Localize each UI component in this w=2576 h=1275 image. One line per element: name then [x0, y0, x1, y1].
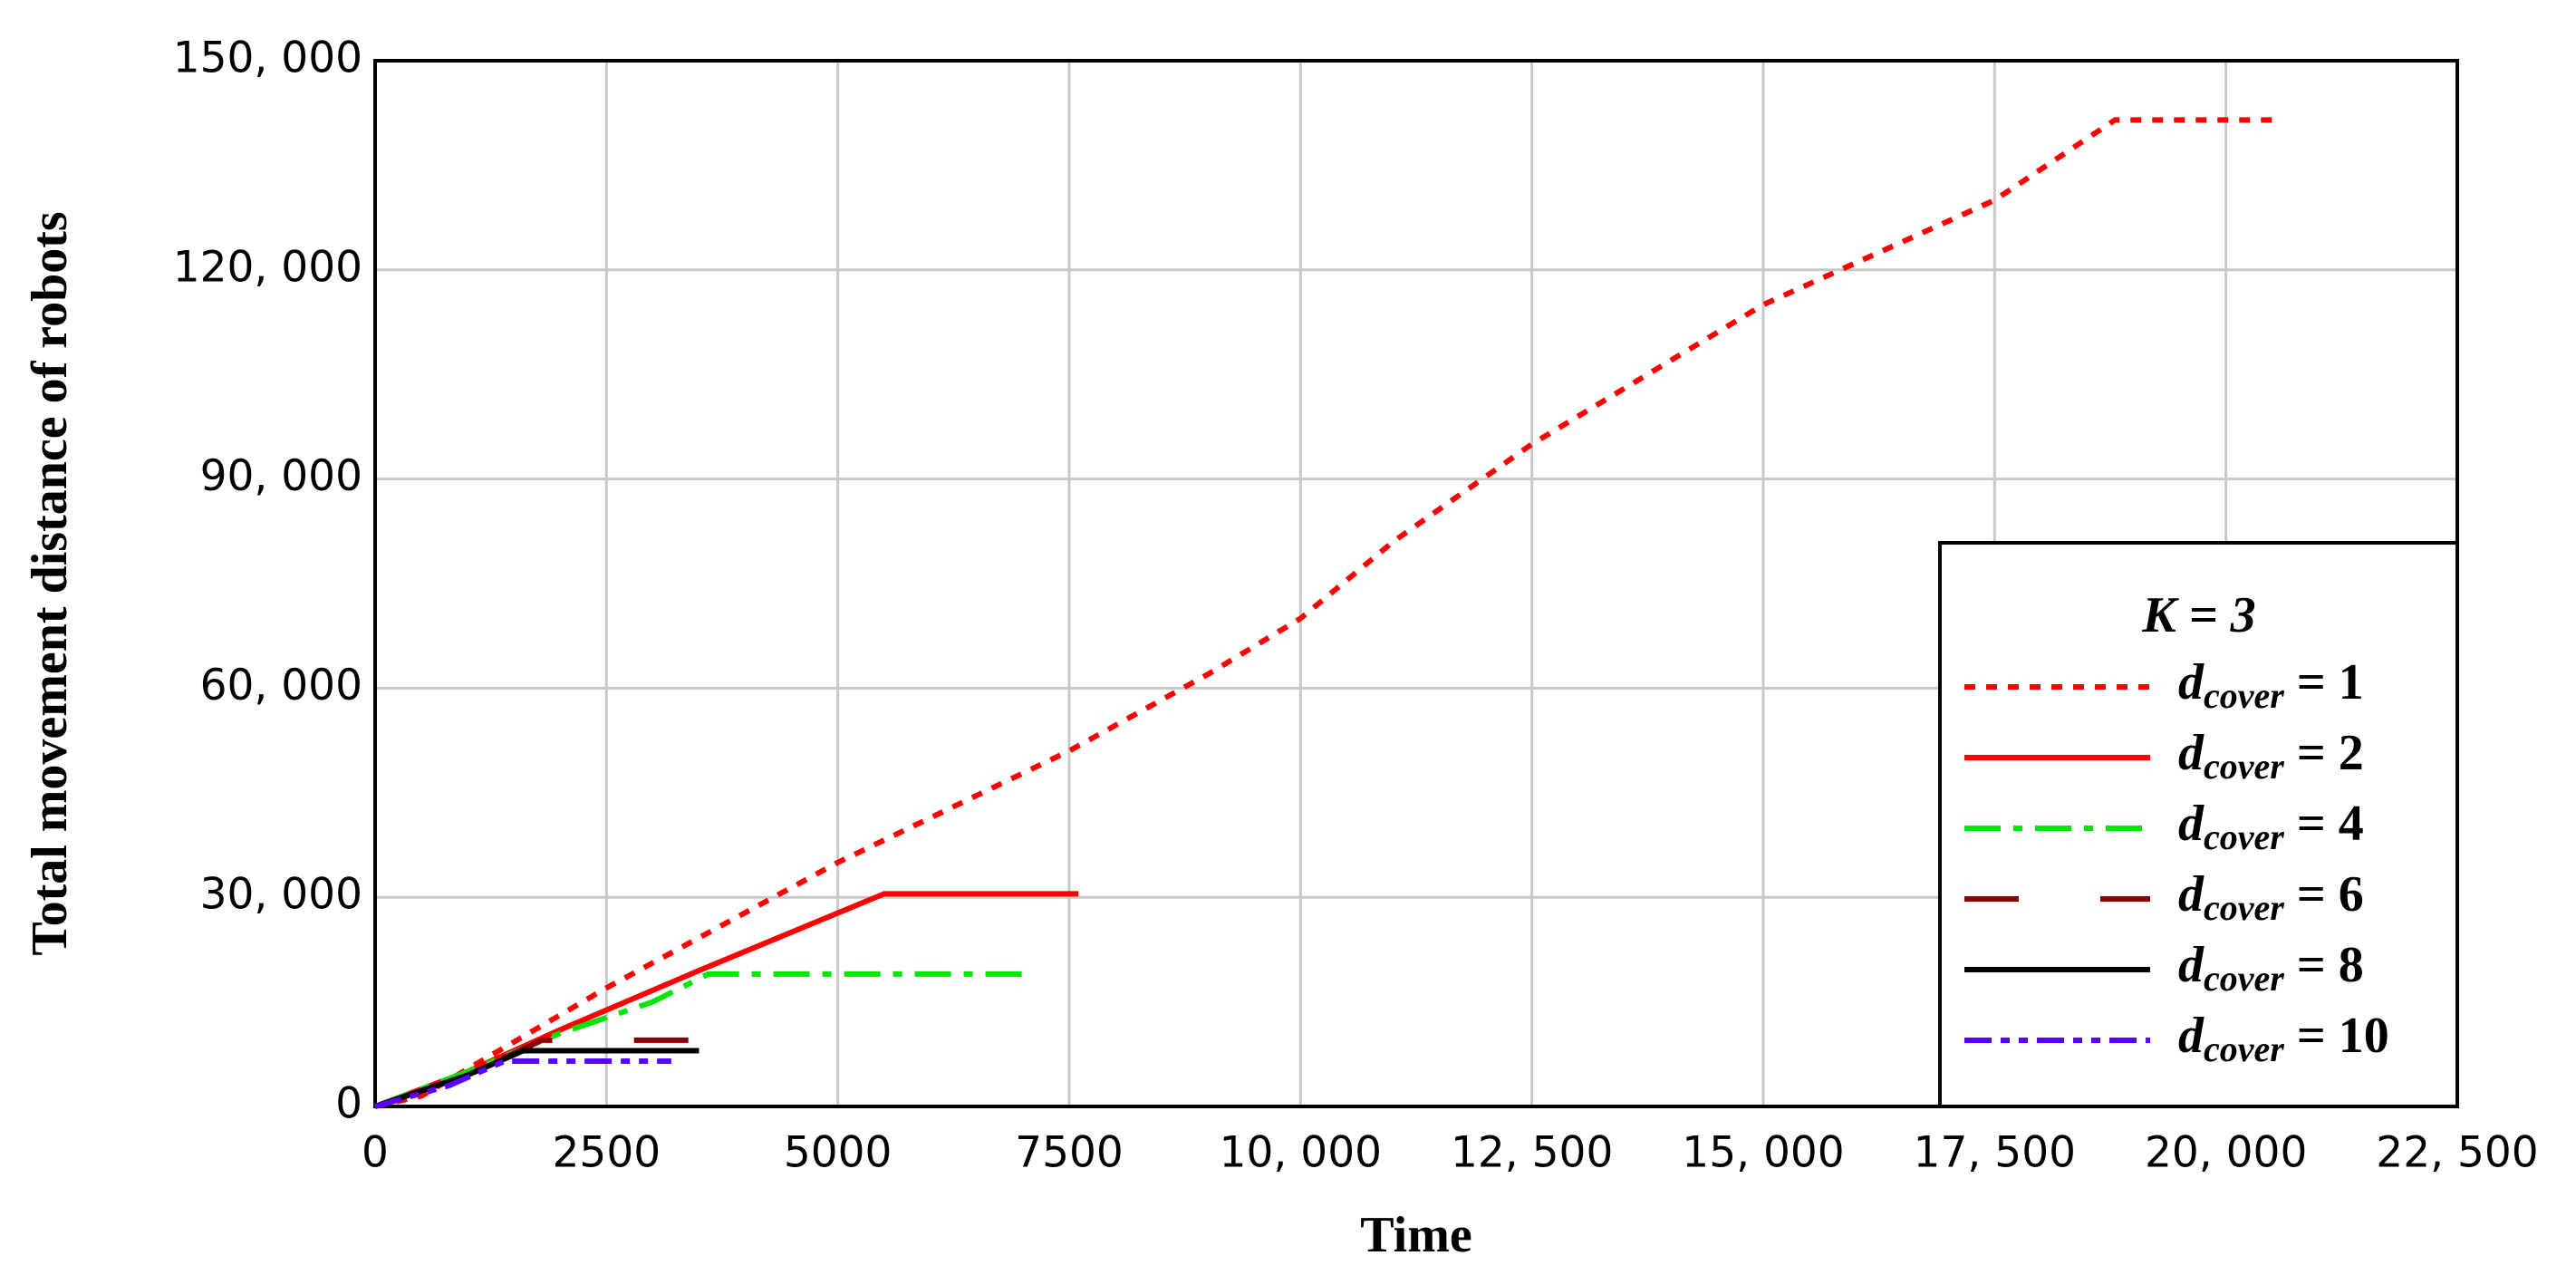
- x-tick-label: 0: [362, 1128, 389, 1178]
- series-line: [374, 1058, 671, 1109]
- x-tick-label: 22, 500: [2376, 1128, 2538, 1178]
- y-tick-label: 120, 000: [173, 242, 362, 292]
- series-line: [374, 117, 2272, 1109]
- series-line: [373, 971, 1023, 1109]
- legend-label: dcover = 1: [2178, 654, 2364, 716]
- y-tick-label: 150, 000: [173, 34, 362, 83]
- legend-title: K = 3: [2141, 587, 2255, 643]
- legend-box: [1938, 541, 2459, 1108]
- x-tick-label: 10, 000: [1220, 1128, 1382, 1178]
- x-tick-label: 20, 000: [2145, 1128, 2307, 1178]
- y-tick-label: 0: [335, 1079, 362, 1129]
- legend-label: dcover = 8: [2178, 937, 2364, 999]
- x-tick-label: 15, 000: [1682, 1128, 1844, 1178]
- x-tick-label: 17, 500: [1914, 1128, 2076, 1178]
- y-tick-label: 90, 000: [200, 451, 362, 501]
- legend-label: dcover = 6: [2178, 866, 2364, 928]
- legend-label: dcover = 4: [2178, 796, 2364, 857]
- y-tick-label: 60, 000: [200, 661, 362, 710]
- y-axis-title: Total movement distance of robots: [22, 211, 78, 955]
- y-tick-label: 30, 000: [200, 870, 362, 920]
- legend-label: dcover = 10: [2178, 1008, 2389, 1069]
- x-axis-title: Time: [1360, 1207, 1471, 1263]
- legend-label: dcover = 2: [2178, 725, 2364, 787]
- x-tick-label: 2500: [553, 1128, 661, 1178]
- x-tick-label: 7500: [1015, 1128, 1124, 1178]
- x-tick-label: 5000: [784, 1128, 892, 1178]
- x-tick-label: 12, 500: [1451, 1128, 1613, 1178]
